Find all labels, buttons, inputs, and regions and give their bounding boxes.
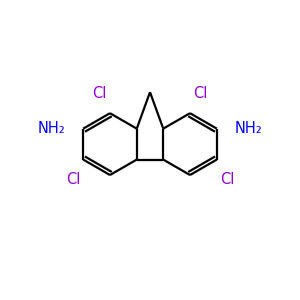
Text: Cl: Cl	[193, 86, 208, 101]
Text: Cl: Cl	[66, 172, 80, 187]
Text: Cl: Cl	[220, 172, 234, 187]
Text: NH₂: NH₂	[235, 121, 262, 136]
Text: Cl: Cl	[92, 86, 107, 101]
Text: NH₂: NH₂	[38, 121, 65, 136]
